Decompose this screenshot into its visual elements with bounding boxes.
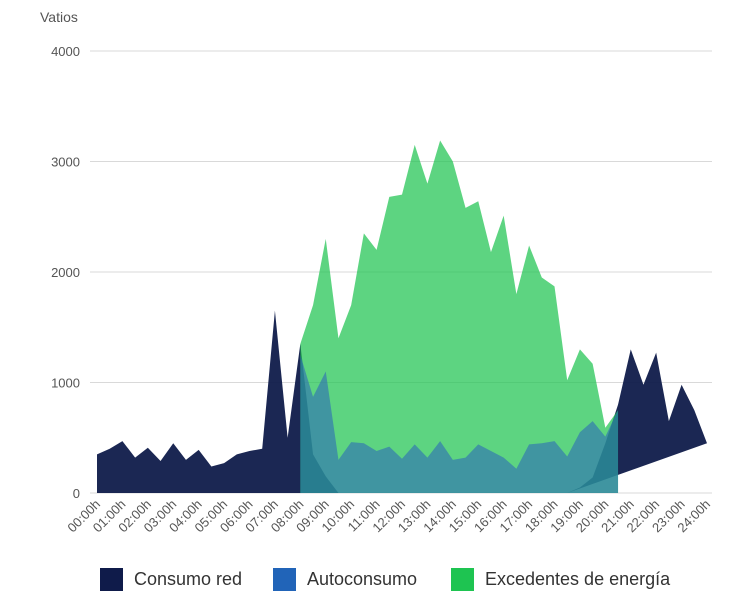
legend-swatch-autoconsumo [273,568,296,591]
legend-swatch-excedentes [451,568,474,591]
legend-label-consumo-red: Consumo red [134,569,243,589]
y-tick-label: 0 [73,486,80,501]
area-consumo-red-segment-1 [97,310,339,493]
legend: Consumo red Autoconsumo Excedentes de en… [0,568,750,598]
y-axis-ticks: 0 1000 2000 3000 4000 [51,44,80,501]
y-tick-label: 3000 [51,155,80,170]
legend-label-autoconsumo: Autoconsumo [307,569,418,589]
y-tick-label: 2000 [51,265,80,280]
y-axis-label: Vatios [40,9,78,25]
legend-item-consumo-red[interactable]: Consumo red [100,568,242,591]
area-autoconsumo [300,354,619,493]
legend-item-excedentes[interactable]: Excedentes de energía [451,568,670,591]
area-chart: Vatios 0 1000 2000 3000 4000 00:00h01:00h02:… [40,9,713,536]
area-excedentes [300,140,619,493]
legend-label-excedentes: Excedentes de energía [485,569,671,589]
y-tick-label: 4000 [51,44,80,59]
x-axis-ticks: 00:00h01:00h02:00h03:00h04:00h05:00h06:0… [64,497,713,536]
legend-swatch-consumo-red [100,568,123,591]
y-tick-label: 1000 [51,376,80,391]
legend-item-autoconsumo[interactable]: Autoconsumo [273,568,417,591]
area-series [97,140,707,493]
